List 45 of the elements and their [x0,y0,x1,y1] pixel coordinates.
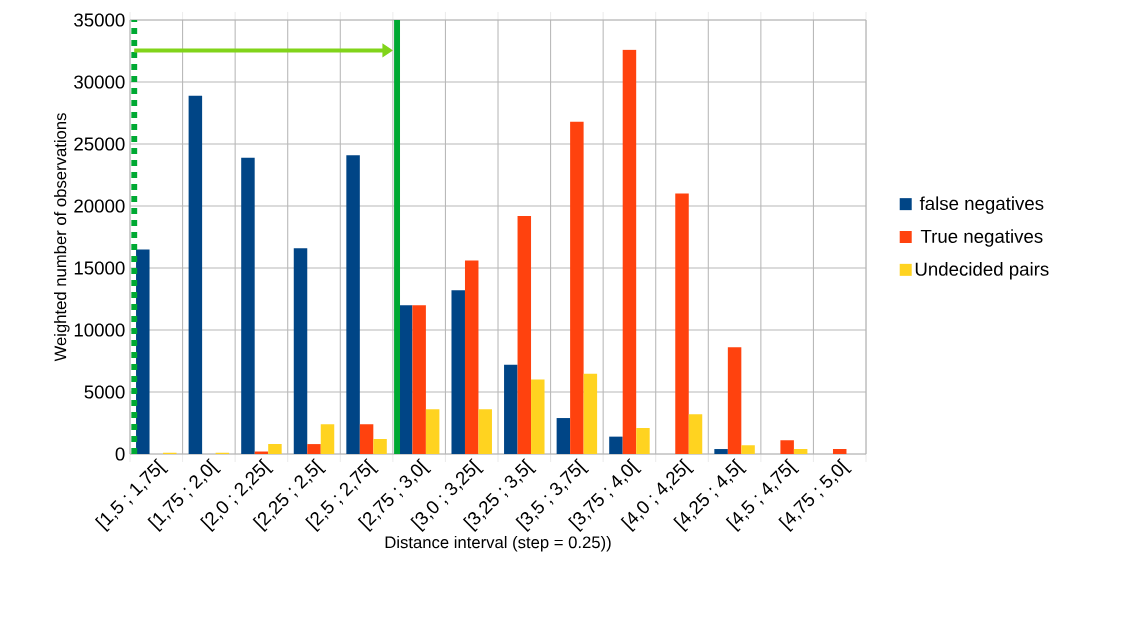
bar [741,445,755,454]
bar [373,439,387,454]
bar [688,414,703,454]
bar [780,440,794,454]
bar [320,424,335,454]
bar [451,290,465,454]
bar [136,249,150,454]
y-axis-title: Weighted number of observations [54,113,70,362]
bar [793,449,808,454]
y-tick-label: 0 [115,447,125,461]
y-tick-label: 20000 [74,199,125,213]
bar [636,427,650,454]
bar [425,409,440,454]
bar [714,449,728,454]
y-tick-label: 10000 [74,323,125,337]
bar [570,121,584,454]
bar [268,444,282,454]
bar [359,424,374,454]
bar [609,436,623,454]
y-tick-label: 35000 [74,13,125,27]
bar [504,364,518,454]
bar [346,155,360,454]
legend-label: Undecided pairs [915,262,1049,280]
bar [188,95,203,454]
legend-label: True negatives [920,229,1043,247]
bar [531,379,545,454]
bar [622,49,637,454]
bar [556,418,571,454]
y-tick-label: 25000 [74,137,125,151]
x-axis-title: Distance interval (step = 0.25)) [385,535,611,552]
bar [517,215,532,454]
bar [293,248,308,454]
bar [464,260,479,454]
y-tick-label: 30000 [74,75,125,89]
legend-label: false negatives [919,196,1044,214]
bar [412,305,426,454]
bar [832,449,847,454]
bar [727,347,742,454]
bar [307,444,321,454]
y-tick-label: 15000 [74,261,125,275]
y-tick-label: 5000 [84,385,125,399]
bar [241,157,255,454]
bar [478,409,492,454]
bar [675,193,689,454]
bar [583,373,598,454]
